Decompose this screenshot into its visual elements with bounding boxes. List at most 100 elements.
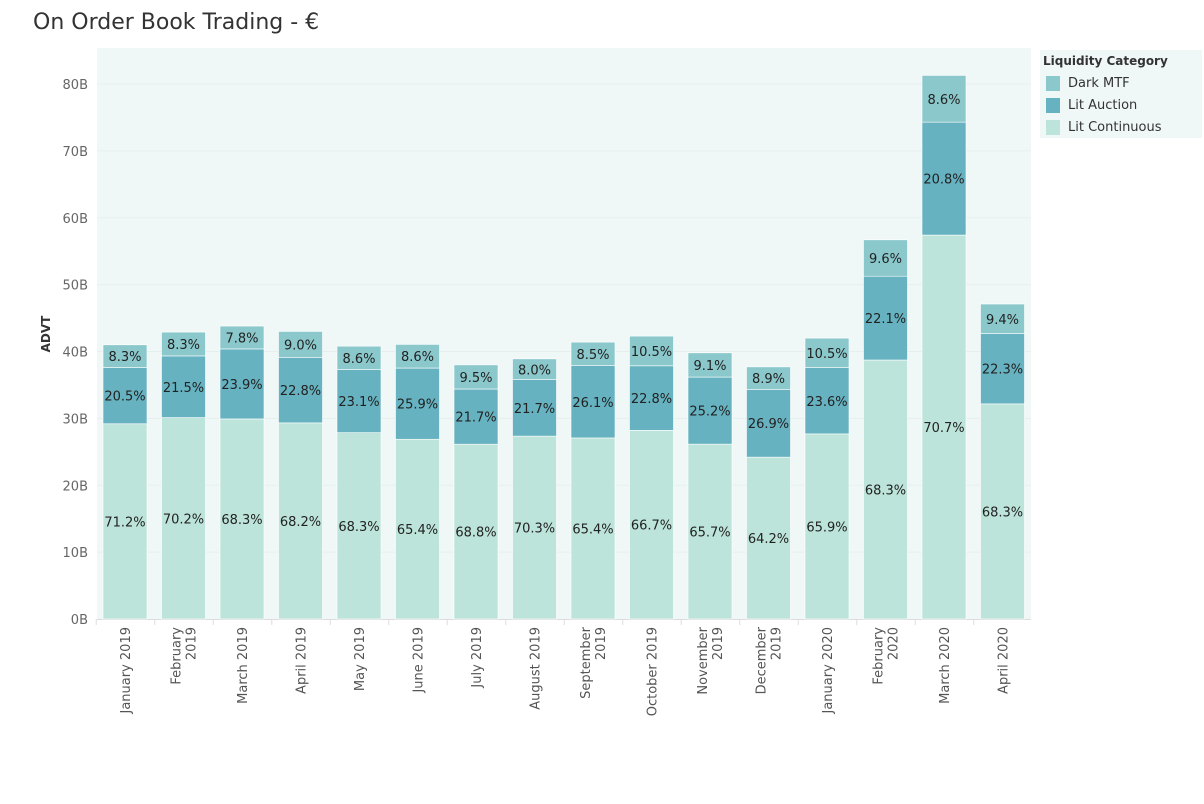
data-label: 65.4%	[397, 523, 438, 538]
bar-segment-lit-continuous	[746, 456, 791, 620]
y-tick-label: 40B	[63, 346, 88, 361]
data-label: 68.3%	[338, 520, 379, 535]
data-label: 20.8%	[923, 173, 964, 188]
legend-swatch	[1046, 119, 1060, 135]
data-label: 8.3%	[167, 338, 200, 353]
bar-segment-lit-continuous	[921, 234, 967, 620]
bar-segment-lit-auction	[629, 365, 674, 431]
bar-segment-dark-mtf	[629, 335, 674, 367]
x-tick-label: March 2019	[236, 627, 251, 704]
y-tick-label: 70B	[63, 145, 88, 160]
y-tick-label: 60B	[63, 212, 88, 227]
x-tick-label: February2019	[170, 627, 200, 685]
y-tick-label: 50B	[63, 279, 88, 294]
bar-segment-dark-mtf	[863, 239, 908, 277]
data-label: 68.3%	[982, 505, 1023, 520]
data-label: 8.6%	[342, 352, 375, 367]
bar-segment-lit-auction	[102, 367, 148, 425]
bar-segment-lit-continuous	[863, 359, 908, 620]
legend-item-lit-auction[interactable]: Lit Auction	[1046, 94, 1202, 116]
data-label: 65.9%	[806, 520, 847, 535]
x-tick-label: December2019	[755, 626, 785, 694]
bar-segment-lit-auction	[687, 376, 733, 445]
data-label: 68.2%	[280, 515, 321, 530]
bar-segment-dark-mtf	[336, 345, 382, 370]
data-label: 21.5%	[163, 381, 204, 396]
x-tick-label: May 2019	[353, 627, 368, 691]
data-label: 65.7%	[689, 526, 730, 541]
data-label: 68.3%	[221, 513, 262, 528]
data-label: 8.5%	[576, 348, 609, 363]
bar-segment-dark-mtf	[804, 337, 850, 368]
bar-segment-dark-mtf	[746, 366, 791, 390]
bar-segment-lit-auction	[570, 365, 616, 439]
legend-item-lit-continuous[interactable]: Lit Continuous	[1046, 116, 1202, 138]
data-label: 8.3%	[108, 350, 141, 365]
y-axis-title: ADVT	[39, 315, 53, 353]
y-tick-label: 80B	[63, 78, 88, 93]
data-label: 25.9%	[397, 398, 438, 413]
data-label: 70.3%	[514, 522, 555, 537]
bar-segment-dark-mtf	[395, 344, 440, 369]
x-tick-label: November2019	[696, 626, 726, 694]
x-tick-label: October 2019	[646, 627, 661, 716]
data-label: 26.1%	[572, 396, 613, 411]
bar-segment-lit-continuous	[219, 418, 265, 620]
bar-segment-lit-auction	[980, 333, 1025, 405]
y-tick-label: 20B	[63, 479, 88, 494]
legend-label: Lit Continuous	[1068, 119, 1162, 135]
bar-segment-lit-continuous	[804, 433, 850, 620]
bar-segment-lit-continuous	[687, 443, 733, 620]
bar-segment-lit-continuous	[161, 417, 206, 620]
bar-segment-lit-continuous	[336, 432, 382, 620]
data-label: 23.6%	[806, 395, 847, 410]
bar-segment-lit-continuous	[512, 435, 557, 620]
data-label: 23.1%	[338, 395, 379, 410]
data-label: 68.8%	[455, 526, 496, 541]
chart-title: On Order Book Trading - €	[33, 10, 320, 35]
data-label: 8.9%	[752, 372, 785, 387]
bar-segment-lit-auction	[219, 348, 265, 420]
data-label: 10.5%	[631, 345, 672, 360]
legend-label: Lit Auction	[1068, 97, 1138, 113]
legend-item-dark-mtf[interactable]: Dark MTF	[1046, 72, 1202, 94]
data-label: 70.2%	[163, 512, 204, 527]
data-label: 9.1%	[693, 359, 726, 374]
data-label: 7.8%	[225, 332, 258, 347]
data-label: 21.7%	[455, 411, 496, 426]
bar-segment-lit-auction	[512, 379, 557, 437]
bar-segment-dark-mtf	[161, 331, 206, 357]
bar-segment-dark-mtf	[921, 75, 967, 123]
data-label: 9.5%	[459, 371, 492, 386]
data-label: 23.9%	[221, 378, 262, 393]
x-tick-label: April 2020	[997, 627, 1012, 694]
bar-segment-lit-auction	[921, 121, 967, 236]
legend-swatch	[1046, 75, 1060, 91]
bar-segment-lit-continuous	[570, 437, 616, 620]
legend-swatch	[1046, 97, 1060, 113]
data-label: 66.7%	[631, 519, 672, 534]
bar-segment-lit-auction	[395, 367, 440, 440]
x-tick-label: June 2019	[412, 627, 427, 694]
bar-segment-lit-continuous	[102, 423, 148, 620]
bar-segment-dark-mtf	[570, 341, 616, 366]
data-label: 21.7%	[514, 402, 555, 417]
data-label: 65.4%	[572, 522, 613, 537]
data-label: 71.2%	[104, 515, 145, 530]
bar-segment-dark-mtf	[980, 303, 1025, 334]
y-tick-label: 0B	[71, 613, 88, 628]
data-label: 9.0%	[284, 338, 317, 353]
bar-segment-lit-auction	[746, 389, 791, 458]
bar-segment-lit-continuous	[278, 422, 323, 620]
data-label: 20.5%	[104, 390, 145, 405]
data-label: 8.0%	[518, 363, 551, 378]
data-label: 22.1%	[865, 312, 906, 327]
data-label: 9.6%	[869, 252, 902, 267]
bar-segment-lit-continuous	[629, 430, 674, 620]
bar-segment-lit-continuous	[453, 443, 499, 620]
x-tick-label: January 2020	[821, 627, 836, 715]
bar-segment-dark-mtf	[102, 344, 148, 368]
x-tick-label: February2020	[872, 627, 902, 685]
